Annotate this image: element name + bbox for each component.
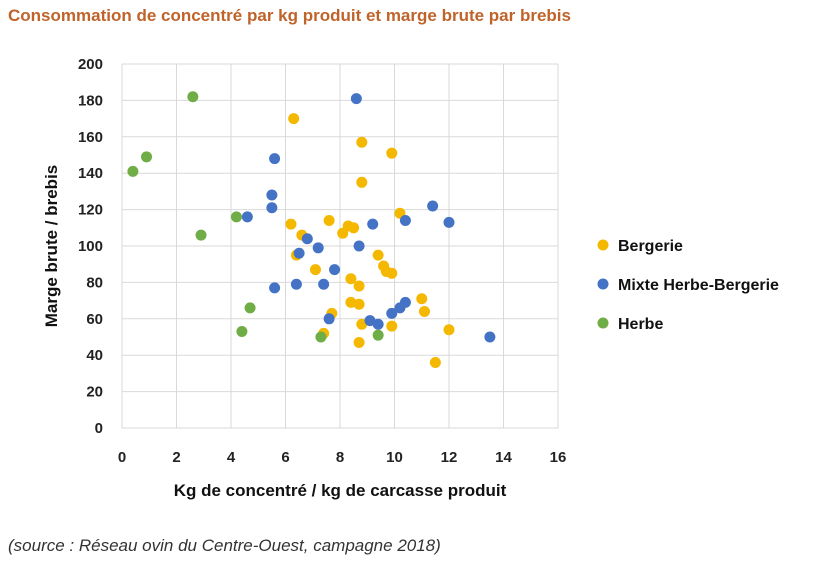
y-tick-label: 20	[86, 384, 103, 401]
data-point-bergerie	[285, 218, 297, 230]
data-point-mixte-herbe-bergerie	[367, 218, 379, 230]
data-point-bergerie	[372, 249, 384, 261]
data-point-bergerie	[345, 296, 357, 308]
data-point-mixte-herbe-bergerie	[241, 211, 253, 223]
x-tick-label: 8	[336, 449, 344, 466]
x-tick-label: 4	[227, 449, 236, 466]
data-point-herbe	[244, 302, 256, 314]
x-tick-label: 2	[172, 449, 180, 466]
data-point-bergerie	[356, 176, 368, 188]
data-point-bergerie	[356, 136, 368, 148]
x-tick-label: 14	[495, 449, 512, 466]
source-note: (source : Réseau ovin du Centre-Ouest, c…	[8, 536, 441, 555]
y-tick-label: 140	[78, 165, 103, 182]
x-tick-label: 12	[441, 449, 458, 466]
y-tick-label: 160	[78, 129, 103, 146]
data-point-bergerie	[443, 324, 455, 336]
data-point-herbe	[230, 211, 242, 223]
data-point-bergerie	[323, 215, 335, 227]
data-point-herbe	[236, 326, 248, 338]
data-point-bergerie	[353, 298, 365, 310]
data-point-mixte-herbe-bergerie	[372, 318, 384, 330]
data-point-bergerie	[416, 293, 428, 305]
data-point-bergerie	[429, 356, 441, 368]
data-point-mixte-herbe-bergerie	[293, 247, 305, 259]
data-point-mixte-herbe-bergerie	[386, 307, 398, 319]
data-point-bergerie	[309, 264, 321, 276]
data-point-mixte-herbe-bergerie	[399, 215, 411, 227]
data-point-herbe	[141, 151, 153, 163]
data-point-mixte-herbe-bergerie	[269, 153, 281, 165]
data-point-mixte-herbe-bergerie	[484, 331, 496, 343]
x-tick-label: 16	[550, 449, 567, 466]
data-point-mixte-herbe-bergerie	[312, 242, 324, 254]
legend-marker	[597, 239, 609, 251]
data-point-mixte-herbe-bergerie	[329, 264, 341, 276]
y-tick-label: 100	[78, 238, 103, 255]
y-tick-label: 60	[86, 311, 103, 328]
legend-label: Mixte Herbe-Bergerie	[618, 277, 779, 294]
data-point-mixte-herbe-bergerie	[394, 302, 406, 314]
y-tick-label: 120	[78, 202, 103, 219]
x-axis-title: Kg de concentré / kg de carcasse produit	[174, 481, 507, 500]
data-point-bergerie	[288, 113, 300, 125]
data-point-bergerie	[418, 306, 430, 318]
data-point-mixte-herbe-bergerie	[301, 233, 313, 245]
data-point-bergerie	[337, 227, 349, 239]
data-point-herbe	[127, 165, 139, 177]
data-point-mixte-herbe-bergerie	[427, 200, 439, 212]
y-axis-title: Marge brute / brebis	[42, 165, 61, 327]
y-tick-label: 0	[95, 420, 103, 437]
data-point-herbe	[195, 229, 207, 241]
data-point-bergerie	[386, 147, 398, 159]
y-tick-label: 40	[86, 347, 103, 364]
legend-marker	[597, 317, 609, 329]
data-point-mixte-herbe-bergerie	[323, 313, 335, 325]
data-point-mixte-herbe-bergerie	[353, 240, 365, 252]
data-point-herbe	[187, 91, 199, 103]
chart-title: Consommation de concentré par kg produit…	[8, 6, 571, 25]
data-point-bergerie	[353, 336, 365, 348]
data-point-bergerie	[353, 280, 365, 292]
y-tick-label: 180	[78, 92, 103, 109]
data-point-herbe	[372, 329, 384, 341]
y-tick-label: 200	[78, 56, 103, 73]
data-point-bergerie	[386, 320, 398, 332]
x-tick-label: 0	[118, 449, 126, 466]
data-point-bergerie	[345, 273, 357, 285]
x-tick-label: 10	[386, 449, 403, 466]
data-point-mixte-herbe-bergerie	[290, 278, 302, 290]
data-point-mixte-herbe-bergerie	[269, 282, 281, 294]
y-tick-label: 80	[86, 274, 103, 291]
legend-marker	[597, 278, 609, 290]
data-point-bergerie	[386, 267, 398, 279]
data-point-herbe	[315, 331, 327, 343]
data-point-mixte-herbe-bergerie	[266, 189, 278, 201]
x-tick-label: 6	[281, 449, 289, 466]
data-point-mixte-herbe-bergerie	[350, 93, 362, 105]
data-point-mixte-herbe-bergerie	[443, 216, 455, 228]
data-point-mixte-herbe-bergerie	[318, 278, 330, 290]
legend-label: Bergerie	[618, 238, 683, 255]
legend-label: Herbe	[618, 316, 663, 333]
data-point-mixte-herbe-bergerie	[266, 202, 278, 214]
